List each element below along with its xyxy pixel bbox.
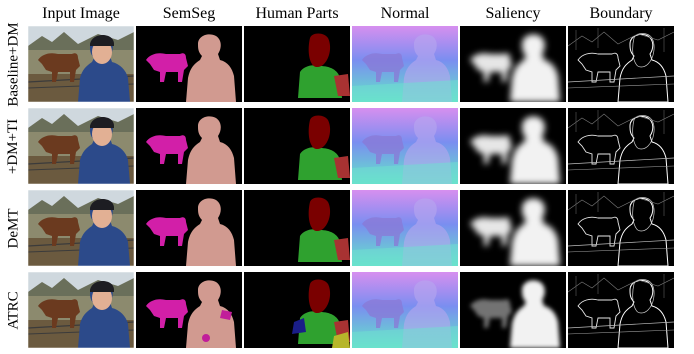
result-image-atrc-boundary xyxy=(568,272,674,348)
result-image-dm-ti-input-image xyxy=(28,108,134,184)
row-label-text: Baseline+DM xyxy=(5,21,22,107)
result-image-baseline-dm-input-image xyxy=(28,26,134,102)
column-header-human-parts: Human Parts xyxy=(255,5,339,22)
result-image-dm-ti-semseg xyxy=(136,108,242,184)
column-header-input-image: Input Image xyxy=(42,5,120,22)
result-image-demt-normal xyxy=(352,190,458,266)
result-image-baseline-dm-human-parts xyxy=(244,26,350,102)
result-image-baseline-dm-normal xyxy=(352,26,458,102)
result-image-atrc-human-parts xyxy=(244,272,350,348)
column-header-semseg: SemSeg xyxy=(162,5,216,22)
row-label-baseline-dm: Baseline+DM xyxy=(0,22,28,106)
column-header-boundary: Boundary xyxy=(589,5,653,22)
result-image-atrc-saliency xyxy=(460,272,566,348)
row-label-text: ATRC xyxy=(5,290,22,330)
result-image-baseline-dm-semseg xyxy=(136,26,242,102)
row-label-dm-ti: +DM+TI xyxy=(0,108,28,184)
result-image-demt-semseg xyxy=(136,190,242,266)
result-image-atrc-input-image xyxy=(28,272,134,348)
result-image-baseline-dm-saliency xyxy=(460,26,566,102)
result-image-dm-ti-boundary xyxy=(568,108,674,184)
row-label-text: +DM+TI xyxy=(5,118,22,174)
result-image-dm-ti-saliency xyxy=(460,108,566,184)
result-image-atrc-normal xyxy=(352,272,458,348)
result-image-demt-input-image xyxy=(28,190,134,266)
result-image-demt-saliency xyxy=(460,190,566,266)
result-image-demt-boundary xyxy=(568,190,674,266)
row-label-text: DeMT xyxy=(5,208,22,248)
result-image-atrc-semseg xyxy=(136,272,242,348)
column-header-saliency: Saliency xyxy=(485,5,541,22)
result-image-demt-human-parts xyxy=(244,190,350,266)
column-header-normal: Normal xyxy=(380,5,430,22)
row-label-atrc: ATRC xyxy=(0,272,28,348)
row-label-demt: DeMT xyxy=(0,190,28,266)
result-image-dm-ti-human-parts xyxy=(244,108,350,184)
result-image-dm-ti-normal xyxy=(352,108,458,184)
result-image-baseline-dm-boundary xyxy=(568,26,674,102)
